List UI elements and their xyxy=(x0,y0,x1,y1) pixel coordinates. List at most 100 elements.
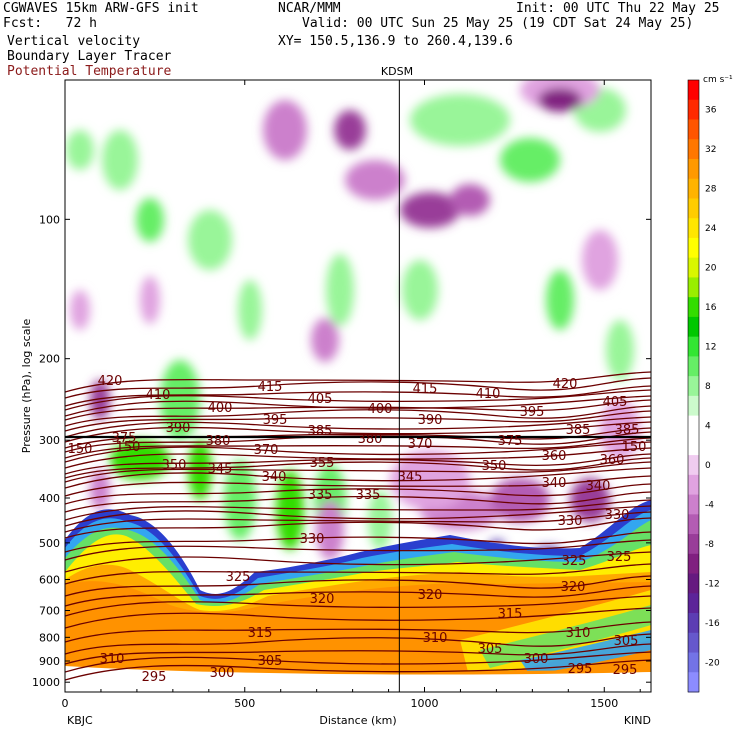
theta-contour-label: 295 xyxy=(613,663,638,678)
theta-contour xyxy=(65,575,651,597)
theta-contour-label: 310 xyxy=(566,626,591,641)
y-tick-label: 100 xyxy=(39,213,60,226)
velocity-cell xyxy=(316,500,344,560)
velocity-cell xyxy=(400,192,460,228)
theta-contour-label: 345 xyxy=(398,470,423,485)
y-tick-label: 1000 xyxy=(32,676,60,689)
velocity-cell xyxy=(334,110,366,150)
theta-contour-label: 300 xyxy=(210,666,235,681)
colorbar: 36 32 28 24 20 16 12 8 4 0 -4 -8 -12 -16 -20 xyxy=(687,79,720,693)
header-line4-left: Boundary Layer Tracer xyxy=(7,49,172,64)
theta-contour-label: 355 xyxy=(310,456,335,471)
theta-contour xyxy=(65,447,651,469)
x-axis: 0 500 1000 1500 xyxy=(62,80,641,710)
theta-contour-label: 370 xyxy=(254,443,279,458)
colorbar-swatch xyxy=(688,158,699,180)
colorbar-label: 4 xyxy=(705,421,711,431)
theta-contour xyxy=(65,441,651,463)
theta-contour xyxy=(65,633,651,655)
velocity-cell xyxy=(410,94,510,146)
theta-contour-label: 150 xyxy=(68,442,93,457)
velocity-cell xyxy=(136,198,164,242)
theta-contour xyxy=(65,457,651,479)
theta-contour xyxy=(65,389,651,411)
theta-contour-label: 420 xyxy=(98,374,123,389)
colorbar-swatch xyxy=(688,218,699,239)
colorbar-swatch xyxy=(688,99,699,120)
theta-contour-label: 400 xyxy=(368,402,393,417)
theta-contour-label: 405 xyxy=(603,395,628,410)
colorbar-swatch xyxy=(688,139,699,160)
left-station-label: KBJC xyxy=(67,714,93,727)
theta-contour-label: 340 xyxy=(542,476,567,491)
velocity-cell xyxy=(345,160,405,200)
colorbar-swatch xyxy=(688,494,699,515)
theta-contour-label: 380 xyxy=(358,432,383,447)
theta-contour xyxy=(65,395,651,417)
theta-contour-label: 320 xyxy=(561,580,586,595)
theta-contour xyxy=(65,475,651,497)
theta-contour xyxy=(65,499,651,521)
colorbar-label: 32 xyxy=(705,145,716,155)
y-tick-label: 300 xyxy=(39,434,60,447)
theta-contour-label: 325 xyxy=(562,554,587,569)
theta-contour-label: 415 xyxy=(258,380,283,395)
colorbar-swatch xyxy=(688,395,699,417)
theta-contour-label: 325 xyxy=(226,570,251,585)
x-tick-label: 500 xyxy=(234,697,255,710)
theta-contour xyxy=(65,491,651,513)
theta-contour xyxy=(65,399,651,421)
colorbar-label: -12 xyxy=(705,579,720,589)
theta-contour xyxy=(65,563,651,585)
theta-contour-label: 360 xyxy=(600,453,625,468)
theta-contour-label: 350 xyxy=(482,459,507,474)
theta-contour-label: 385 xyxy=(566,423,591,438)
theta-contour-label: 320 xyxy=(418,588,443,603)
theta-contour xyxy=(65,421,651,443)
kdsm-label: KDSM xyxy=(381,65,413,78)
theta-contour-label: 340 xyxy=(586,479,611,494)
colorbar-swatch xyxy=(688,356,699,377)
header-line1-right: Init: 00 UTC Thu 22 May 25 xyxy=(516,1,720,16)
velocity-cell xyxy=(582,230,618,290)
theta-contour xyxy=(65,539,651,561)
colorbar-label: -8 xyxy=(705,540,714,550)
velocity-cell xyxy=(500,138,560,182)
colorbar-swatch xyxy=(688,376,699,397)
theta-contour xyxy=(65,531,651,553)
velocity-cell xyxy=(546,270,574,330)
theta-contour xyxy=(65,551,651,573)
theta-contour xyxy=(65,431,651,453)
theta-contour-label: 305 xyxy=(258,654,283,669)
colorbar-label: 16 xyxy=(705,303,717,313)
colorbar-swatch xyxy=(688,435,699,456)
colorbar-swatch xyxy=(688,573,699,594)
header-line5-left: Potential Temperature xyxy=(7,64,172,79)
theta-contour-label: 345 xyxy=(208,462,233,477)
theta-contour-label: 420 xyxy=(553,377,578,392)
colorbar-frame xyxy=(687,79,700,693)
y-tick-label: 900 xyxy=(39,655,60,668)
theta-contour-label: 380 xyxy=(206,434,231,449)
theta-contour-label: 305 xyxy=(478,642,503,657)
potential-temperature-contours xyxy=(65,371,651,681)
theta-contour xyxy=(65,453,651,475)
colorbar-label: 12 xyxy=(705,343,716,353)
colorbar-label: 36 xyxy=(705,106,717,116)
theta-contour-label: 315 xyxy=(248,626,273,641)
colorbar-swatch xyxy=(688,316,699,338)
velocity-cell xyxy=(326,254,354,326)
theta-contour xyxy=(65,377,651,399)
theta-contour xyxy=(65,651,651,673)
colorbar-swatch xyxy=(688,474,699,496)
colorbar-swatch xyxy=(688,198,699,219)
theta-contour-label: 400 xyxy=(208,401,233,416)
x-axis-label: Distance (km) xyxy=(319,714,396,727)
theta-contour-label: 310 xyxy=(100,652,125,667)
colorbar-swatch xyxy=(688,553,699,575)
theta-contour xyxy=(65,643,651,665)
theta-contour-label: 350 xyxy=(162,458,187,473)
colorbar-label: -4 xyxy=(705,500,714,510)
colorbar-swatch xyxy=(688,534,699,555)
